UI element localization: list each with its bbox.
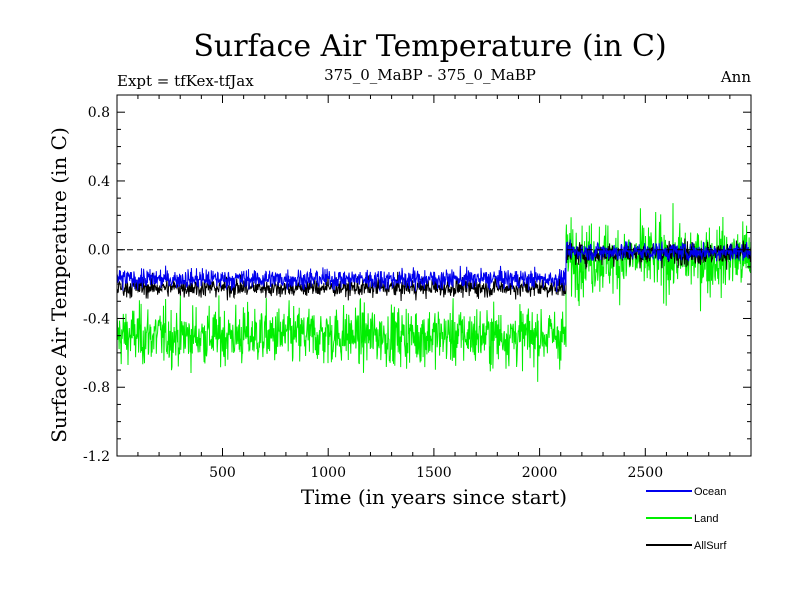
- x-tick-label: 1500: [416, 465, 452, 481]
- x-tick-label: 500: [209, 465, 236, 481]
- legend-label-land: Land: [694, 513, 718, 525]
- y-tick-label: -1.2: [83, 449, 110, 465]
- y-tick-label: -0.8: [83, 380, 110, 396]
- y-tick-label: 0.8: [88, 105, 110, 121]
- x-tick-label: 1000: [310, 465, 346, 481]
- experiment-label: Expt = tfKex-tfJax: [117, 72, 254, 90]
- y-tick-label: -0.4: [83, 311, 110, 327]
- x-axis: 500 1000 1500 2000 2500: [137, 95, 731, 481]
- period-label: 375_0_MaBP - 375_0_MaBP: [324, 66, 536, 84]
- legend-label-ocean: Ocean: [694, 486, 726, 498]
- legend: Ocean Land AllSurf: [646, 486, 727, 552]
- x-tick-label: 2000: [522, 465, 558, 481]
- y-tick-label: 0.0: [88, 243, 110, 259]
- y-axis: -1.2 -0.8 -0.4 0.0 0.4 0.8: [83, 94, 751, 465]
- y-tick-label: 0.4: [88, 174, 110, 190]
- legend-label-allsurf: AllSurf: [694, 540, 727, 552]
- x-axis-label: Time (in years since start): [301, 485, 567, 509]
- season-label: Ann: [720, 68, 751, 86]
- chart-title: Surface Air Temperature (in C): [193, 29, 666, 64]
- series-allsurf-line: [116, 238, 752, 302]
- series-ocean-line: [116, 239, 752, 293]
- plot-area: [116, 203, 752, 382]
- y-axis-label: Surface Air Temperature (in C): [47, 127, 71, 443]
- series-land-line: [116, 203, 752, 382]
- x-tick-label: 2500: [627, 465, 663, 481]
